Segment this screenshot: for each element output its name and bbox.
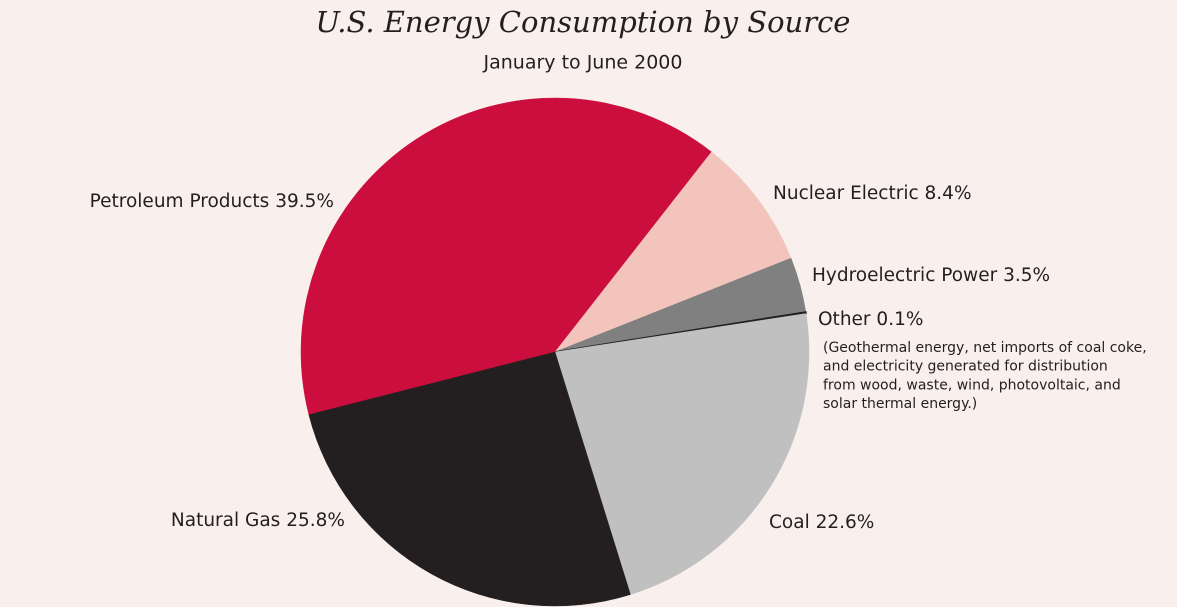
annotation-line: solar thermal energy.) (823, 396, 977, 412)
category-name: Hydroelectric Power (812, 265, 998, 286)
pie-slice (300, 97, 712, 416)
value-label: 22.6% (816, 512, 875, 533)
value-label: 3.5% (1003, 265, 1050, 286)
slice-label: Other 0.1% (818, 309, 923, 330)
slice-label: Hydroelectric Power 3.5% (812, 265, 1050, 286)
slice-label: Natural Gas 25.8% (171, 510, 345, 531)
slice-label: Nuclear Electric 8.4% (773, 183, 972, 204)
category-name: Natural Gas (171, 510, 280, 531)
category-name: Nuclear Electric (773, 183, 919, 204)
annotation-line: from wood, waste, wind, photovoltaic, an… (823, 377, 1121, 393)
value-label: 39.5% (275, 191, 334, 212)
pie-slice (308, 351, 631, 607)
chart-subtitle: January to June 2000 (483, 52, 683, 74)
value-label: 0.1% (876, 309, 923, 330)
value-label: 8.4% (925, 183, 972, 204)
slice-label: Petroleum Products 39.5% (90, 191, 334, 212)
category-name: Coal (769, 512, 810, 533)
category-name: Other (818, 309, 871, 330)
chart-title: U.S. Energy Consumption by Source (316, 5, 851, 39)
pie-slice (554, 313, 810, 595)
slice-label: Coal 22.6% (769, 512, 874, 533)
annotation-line: and electricity generated for distributi… (823, 359, 1108, 375)
value-label: 25.8% (286, 510, 345, 531)
annotation-line: (Geothermal energy, net imports of coal … (823, 340, 1147, 356)
pie-slice (554, 151, 792, 353)
category-name: Petroleum Products (90, 191, 270, 212)
